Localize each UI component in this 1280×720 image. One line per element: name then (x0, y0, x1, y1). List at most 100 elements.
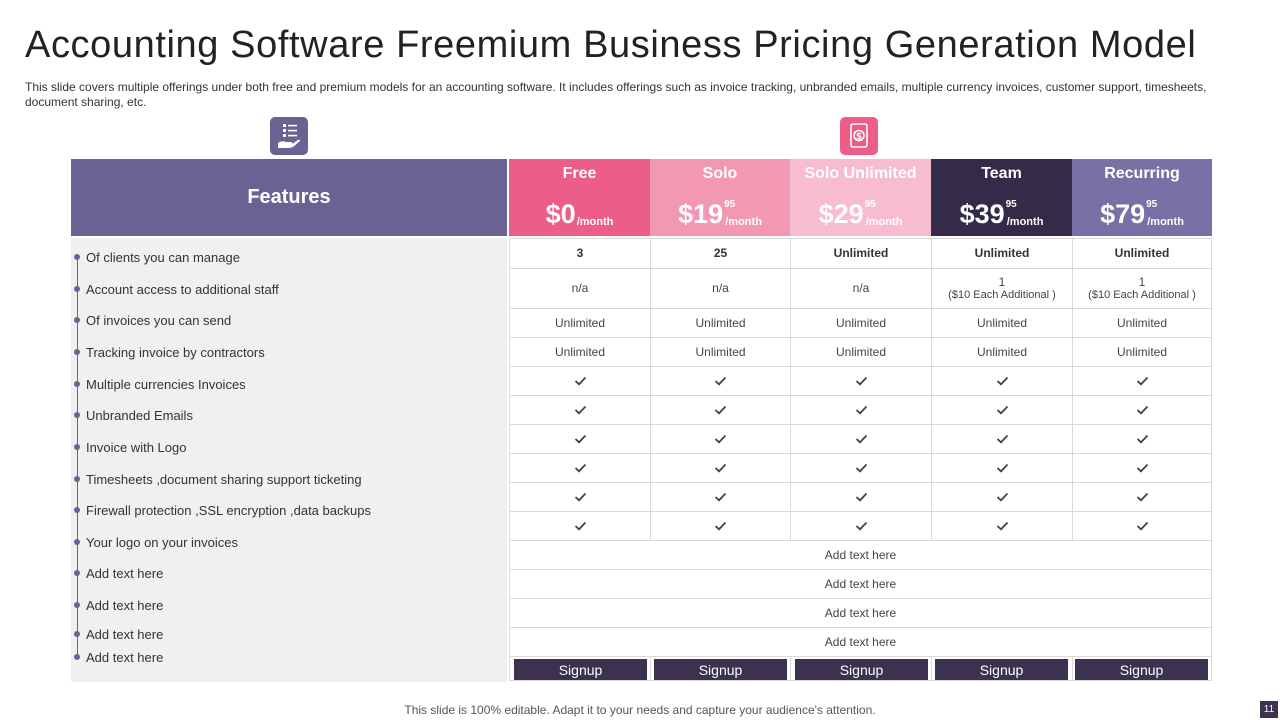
cell-value: Unlimited (835, 315, 886, 330)
cell-invoices: Unlimited (1073, 309, 1211, 338)
plan-name: Solo (702, 165, 738, 182)
merged-text-cell: Add text here (510, 628, 1211, 657)
signup-button-2[interactable]: Signup (795, 659, 928, 680)
bullet-dot-icon (74, 631, 80, 637)
checkmark-icon (855, 463, 868, 473)
cell-included (651, 367, 791, 396)
checkmark-icon (714, 492, 727, 502)
signup-button-0[interactable]: Signup (514, 659, 647, 680)
price-amount: $19 (678, 199, 724, 229)
checkmark-icon (714, 376, 727, 386)
money-hand-icon: $ (840, 117, 878, 155)
cell-included (1073, 454, 1211, 483)
cell-tracking: Unlimited (651, 338, 791, 367)
cell-clients: Unlimited (932, 239, 1073, 269)
feature-item: Add text here (74, 565, 163, 581)
bullet-dot-icon (74, 654, 80, 660)
cell-value: Unlimited (695, 315, 746, 330)
cell-included (510, 367, 651, 396)
checkmark-icon (714, 521, 727, 531)
column-divider (1072, 657, 1073, 680)
cell-staff: 1 ($10 Each Additional ) (932, 269, 1073, 309)
bullet-dot-icon (74, 539, 80, 545)
checkmark-icon (855, 492, 868, 502)
signup-button-3[interactable]: Signup (935, 659, 1068, 680)
feature-label: Add text here (86, 597, 164, 613)
cell-value: Unlimited (974, 246, 1030, 260)
cell-included (1073, 396, 1211, 425)
plan-price: $79 95/month (1072, 199, 1212, 229)
column-divider (931, 657, 932, 680)
checkmark-icon (996, 463, 1009, 473)
feature-label: Firewall protection ,SSL encryption ,dat… (86, 502, 371, 518)
checkmark-icon (996, 405, 1009, 415)
checkmark-icon (855, 434, 868, 444)
cell-included (791, 483, 932, 512)
plan-header-2: Solo Unlimited $29 95/month (790, 159, 931, 236)
cell-tracking: Unlimited (932, 338, 1073, 367)
price-cents: 95 (864, 199, 876, 210)
features-panel (71, 238, 507, 682)
feature-item: Your logo on your invoices (74, 534, 238, 550)
feature-label: Add text here (86, 626, 164, 642)
checkmark-icon (996, 434, 1009, 444)
checkmark-icon (1136, 521, 1149, 531)
cell-included (510, 425, 651, 454)
feature-item: Multiple currencies Invoices (74, 376, 246, 392)
cell-included (791, 367, 932, 396)
merged-text-cell: Add text here (510, 541, 1211, 570)
plan-price: $19 95/month (650, 199, 790, 229)
feature-item: Add text here (74, 597, 163, 613)
signup-button-1[interactable]: Signup (654, 659, 787, 680)
cell-value: Unlimited (695, 344, 746, 359)
price-period: /month (1006, 216, 1044, 228)
price-amount: $29 (818, 199, 864, 229)
bullet-dot-icon (74, 349, 80, 355)
cell-included (651, 396, 791, 425)
checkmark-icon (574, 492, 587, 502)
feature-item: Tracking invoice by contractors (74, 344, 265, 360)
feature-label: Add text here (86, 565, 164, 581)
cell-clients: 3 (510, 239, 651, 269)
cell-value: Unlimited (554, 344, 605, 359)
bullet-dot-icon (74, 602, 80, 608)
features-timeline (77, 257, 78, 659)
cell-included (510, 396, 651, 425)
cell-note: ($10 Each Additional ) (948, 288, 1056, 301)
feature-label: Invoice with Logo (86, 439, 187, 455)
price-cents: 95 (1005, 199, 1017, 210)
price-amount: $79 (1100, 199, 1146, 229)
cell-included (932, 483, 1073, 512)
cell-value: Add text here (824, 635, 897, 649)
checkmark-icon (996, 492, 1009, 502)
price-cents: 95 (1146, 199, 1158, 210)
cell-tracking: Unlimited (510, 338, 651, 367)
bullet-dot-icon (74, 412, 80, 418)
feature-label: Account access to additional staff (86, 281, 279, 297)
feature-item: Timesheets ,document sharing support tic… (74, 471, 362, 487)
cell-included (651, 512, 791, 541)
plan-price: $39 95/month (931, 199, 1072, 229)
cell-included (651, 454, 791, 483)
bullet-dot-icon (74, 381, 80, 387)
bullet-dot-icon (74, 476, 80, 482)
cell-included (510, 512, 651, 541)
signup-button-4[interactable]: Signup (1075, 659, 1208, 680)
bullet-dot-icon (74, 254, 80, 260)
cell-staff: n/a (510, 269, 651, 309)
cell-clients: 25 (651, 239, 791, 269)
cell-included (932, 425, 1073, 454)
cell-value: Unlimited (833, 246, 889, 260)
cell-value: Unlimited (1114, 246, 1170, 260)
checkmark-icon (996, 521, 1009, 531)
checkmark-icon (855, 376, 868, 386)
feature-item: Add text here (74, 626, 163, 642)
plan-name: Recurring (1104, 165, 1180, 182)
cell-included (791, 454, 932, 483)
feature-item: Of clients you can manage (74, 249, 240, 265)
checkmark-icon (714, 405, 727, 415)
cell-value: n/a (571, 281, 589, 295)
column-divider (650, 657, 651, 680)
bullet-dot-icon (74, 317, 80, 323)
cell-included (651, 425, 791, 454)
